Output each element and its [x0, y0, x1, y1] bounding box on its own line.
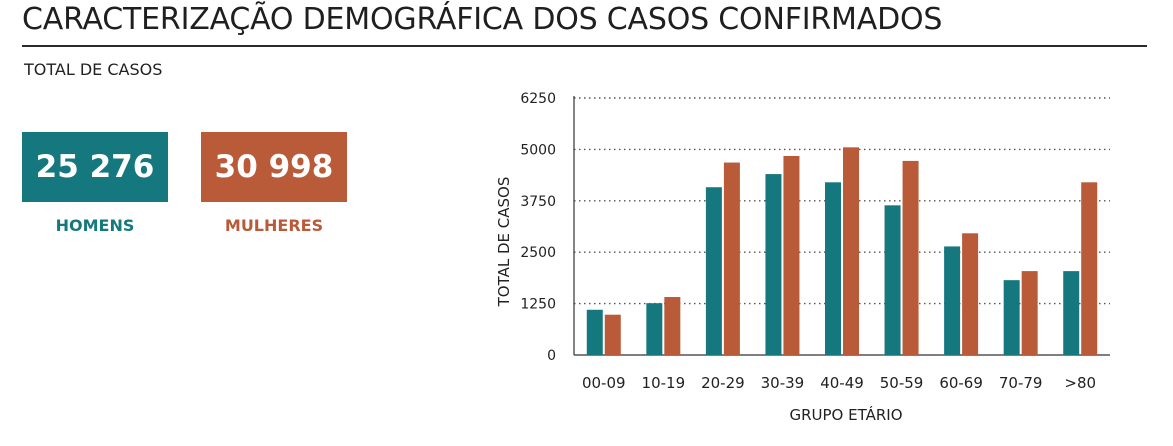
bar-women-00-09 [604, 314, 621, 355]
bar-men-over-80 [1063, 271, 1080, 355]
y-tick-label: 6250 [520, 91, 556, 107]
bar-men-40-49 [825, 182, 841, 355]
men-total-card: 25 276 [22, 132, 168, 202]
bar-women-10-19 [664, 297, 681, 355]
y-tick-label: 1250 [520, 297, 556, 313]
bar-men-20-29 [705, 187, 722, 355]
cases-by-age-chart: 0 1250 2500 3750 5000 6250 00-09 10-19 20-29 30-3… [495, 91, 1110, 424]
women-label: MULHERES [224, 216, 324, 235]
bar-women-over-80 [1081, 182, 1098, 355]
bar-women-60-69 [962, 233, 979, 355]
women-total-card: 30 998 [201, 132, 347, 202]
men-total-value: 25 276 [35, 149, 155, 185]
women-total-value: 30 998 [214, 149, 334, 185]
x-tick-label: 50-59 [880, 374, 924, 392]
y-axis-title: TOTAL DE CASOS [495, 177, 513, 308]
bar-women-70-79 [1021, 271, 1038, 355]
bar-men-50-59 [884, 205, 901, 355]
bar-women-40-49 [843, 147, 859, 355]
bar-women-20-29 [723, 162, 740, 355]
bar-men-00-09 [586, 309, 603, 355]
bar-men-30-39 [765, 174, 782, 355]
men-label: HOMENS [55, 216, 135, 235]
x-tick-label: 30-39 [761, 374, 805, 392]
x-tick-label: 60-69 [939, 374, 983, 392]
bar-women-50-59 [902, 160, 919, 355]
y-tick-label: 5000 [520, 142, 556, 158]
y-tick-label: 2500 [520, 245, 556, 261]
x-tick-label: 10-19 [642, 374, 686, 392]
x-tick-label: 00-09 [582, 374, 626, 392]
x-axis-title: GRUPO ETÁRIO [789, 405, 902, 424]
x-tick-label: 20-29 [701, 374, 745, 392]
x-tick-label: 70-79 [999, 374, 1043, 392]
bar-women-30-39 [783, 155, 800, 355]
title-divider [22, 45, 1147, 47]
bar-men-10-19 [646, 303, 663, 355]
x-tick-label: >80 [1064, 374, 1096, 392]
y-tick-label: 3750 [520, 194, 556, 210]
y-tick-label: 0 [547, 348, 556, 364]
section-subtitle: TOTAL DE CASOS [24, 60, 163, 79]
bar-men-60-69 [944, 246, 961, 355]
bar-men-70-79 [1003, 280, 1020, 355]
page-title: CARACTERIZAÇÃO DEMOGRÁFICA DOS CASOS CON… [22, 2, 943, 37]
x-tick-label: 40-49 [820, 374, 864, 392]
